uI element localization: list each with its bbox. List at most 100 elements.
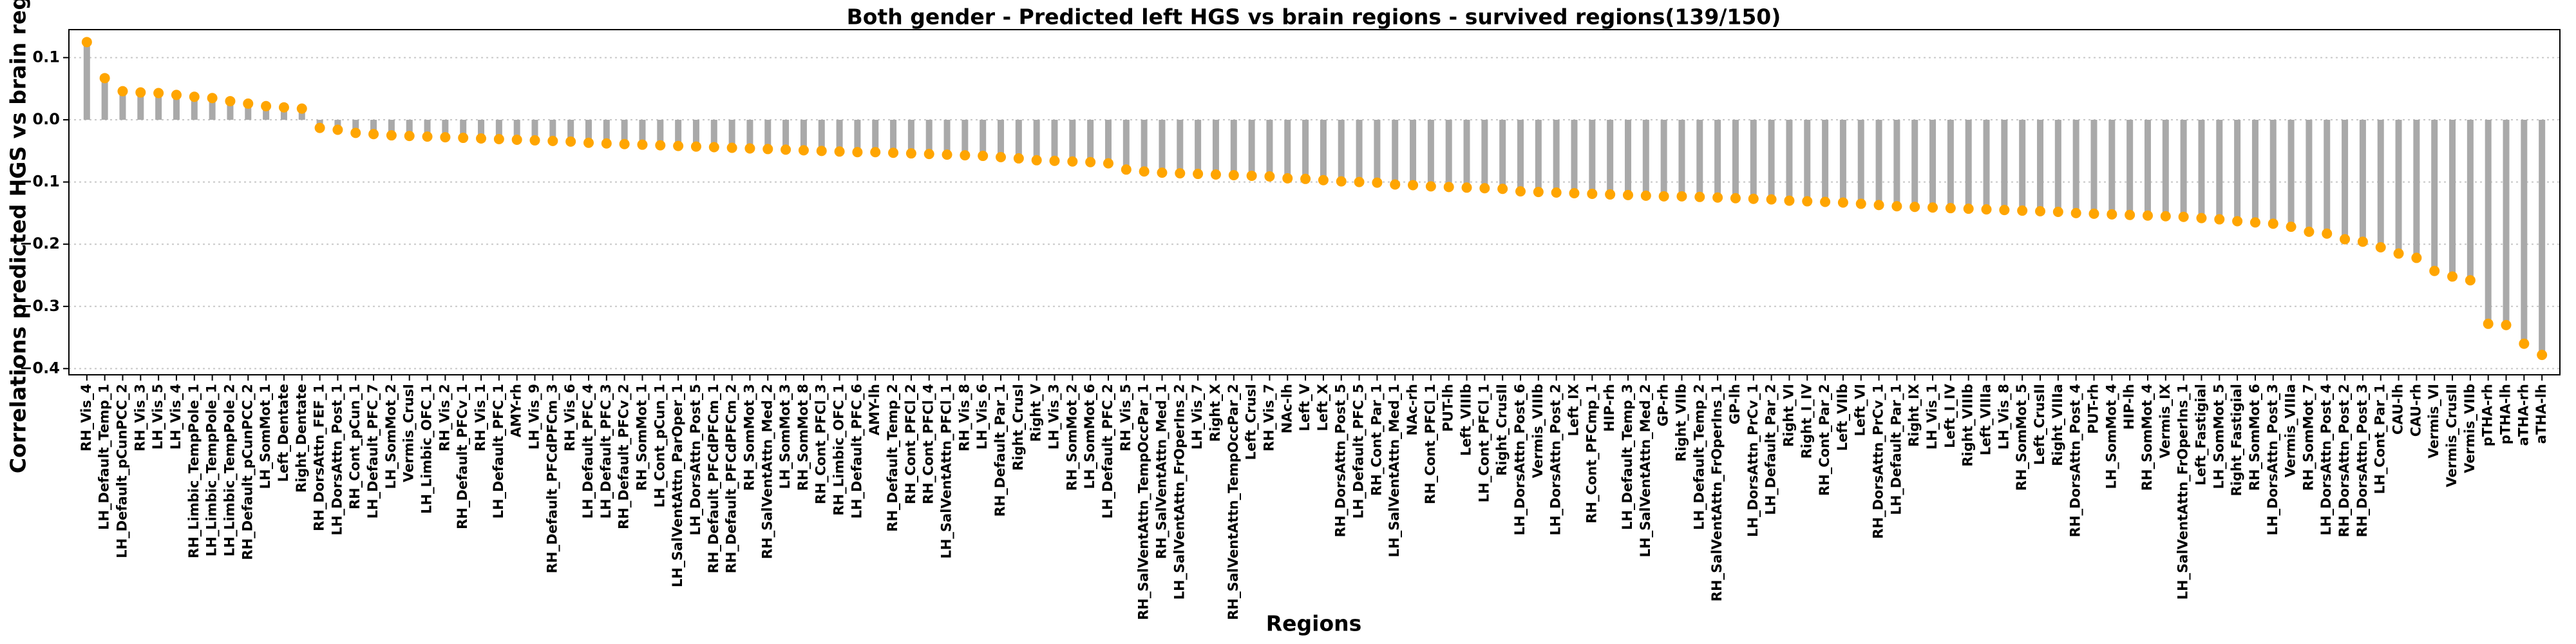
x-tick-label: LH_Vis_7 xyxy=(1189,384,1205,450)
dot xyxy=(852,147,863,158)
dot xyxy=(117,86,128,97)
dot xyxy=(996,151,1007,162)
x-tick-label: LH_DorsAttn_Post_4 xyxy=(2318,384,2334,535)
dot xyxy=(278,102,289,113)
dot xyxy=(708,142,719,153)
dot xyxy=(1193,169,1204,180)
dot xyxy=(1390,179,1401,190)
dot xyxy=(2357,236,2368,247)
dot xyxy=(1425,181,1436,192)
dot xyxy=(1264,171,1275,182)
dot xyxy=(1479,183,1490,194)
x-tick-label: LH_Default_PFC_2 xyxy=(1100,384,1115,518)
dot xyxy=(81,37,92,48)
x-tick-label: Right_Dentate xyxy=(294,384,309,493)
x-tick-label: LH_Default_PFC_6 xyxy=(849,384,864,518)
x-tick-label: pTHA-lh xyxy=(2498,384,2514,444)
dot xyxy=(1372,177,1383,188)
dot xyxy=(1515,186,1526,197)
x-tick-label: LH_Default_PFC_1 xyxy=(491,384,506,518)
x-tick-label: Vermis_IX xyxy=(2157,384,2173,459)
dot xyxy=(798,145,809,156)
dot xyxy=(2268,218,2278,229)
x-tick-label: LH_DorsAttn_Post_6 xyxy=(1512,384,1528,535)
x-tick-label: RH_Vis_5 xyxy=(1118,384,1133,451)
dot xyxy=(332,124,343,135)
dot xyxy=(1013,153,1024,164)
x-tick-label: Right_CrusI xyxy=(1010,384,1026,471)
dot xyxy=(493,133,504,144)
x-tick-label: RH_Vis_7 xyxy=(1261,384,1276,451)
dot xyxy=(314,122,325,133)
dot xyxy=(2107,209,2117,220)
x-tick-label: AMY-rh xyxy=(509,384,524,437)
x-tick-label: LH_SalVentAttn_Med_1 xyxy=(1387,384,1402,557)
dot xyxy=(673,140,684,151)
x-tick-label: RH_Default_Temp_2 xyxy=(885,384,900,532)
y-axis-label: Correlations predicted HGS vs brain regi… xyxy=(6,0,31,473)
dot xyxy=(1855,198,1866,209)
dot xyxy=(1103,158,1113,169)
x-tick-label: RH_DorsAttn_Post_4 xyxy=(2068,384,2083,537)
x-tick-label: LH_Vis_9 xyxy=(527,384,542,450)
x-tick-label: Vermis_VIIIb xyxy=(1530,384,1546,478)
dot xyxy=(690,141,701,152)
x-tick-label: RH_Default_PFCdPFCm_3 xyxy=(544,384,560,573)
dot xyxy=(404,131,415,142)
dot xyxy=(1658,191,1669,202)
dot xyxy=(1228,169,1239,180)
x-tick-label: LH_DorsAttn_Post_5 xyxy=(688,384,703,535)
x-tick-label: Right_VIIIa xyxy=(2050,384,2065,466)
x-tick-label: Left_Fastigial xyxy=(2193,384,2208,486)
x-tick-label: LH_Default_Par_2 xyxy=(1763,384,1779,515)
x-tick-label: RH_SomMot_4 xyxy=(2139,384,2155,491)
dot xyxy=(2465,275,2476,286)
dot xyxy=(1408,180,1419,191)
x-tick-label: HIP-rh xyxy=(1602,384,1617,431)
dot xyxy=(1031,155,1042,166)
y-tick-label: −0.4 xyxy=(19,359,60,377)
x-tick-label: RH_SomMot_6 xyxy=(2247,384,2262,491)
x-tick-label: RH_DorsAttn_PrCv_1 xyxy=(1871,384,1886,539)
x-tick-label: RH_Cont_PFCl_1 xyxy=(1423,384,1438,504)
x-tick-label: RH_Default_pCunPCC_2 xyxy=(240,384,255,560)
x-tick-label: Right_VIIIb xyxy=(1960,384,1976,467)
x-tick-label: LH_SomMot_1 xyxy=(258,384,273,489)
x-tick-label: Right_VI xyxy=(1781,384,1796,447)
dot xyxy=(1605,189,1616,200)
x-tick-label: LH_Limbic_OFC_1 xyxy=(419,384,435,514)
x-tick-label: RH_SalVentAttn_FrOperIns_1 xyxy=(1709,384,1725,601)
x-tick-label: LH_Vis_8 xyxy=(1996,384,2011,450)
x-tick-label: LH_Default_Temp_2 xyxy=(1691,384,1707,530)
dot xyxy=(565,136,576,147)
dot xyxy=(1300,173,1311,184)
dot xyxy=(1139,166,1150,177)
dot xyxy=(1891,201,1902,212)
dot xyxy=(2196,213,2207,223)
x-tick-label: LH_Vis_3 xyxy=(1046,384,1062,450)
dot xyxy=(225,96,236,107)
dot xyxy=(1587,188,1598,199)
dot xyxy=(261,100,272,111)
x-tick-label: Vermis_VI xyxy=(2426,384,2441,459)
y-tick-label: −0.1 xyxy=(19,173,60,191)
x-tick-label: Left_VIIIa xyxy=(1978,384,1994,455)
dot xyxy=(1282,173,1293,184)
x-tick-label: Left_I_IV xyxy=(1942,383,1958,448)
dot xyxy=(870,147,881,158)
x-tick-label: LH_Default_Temp_1 xyxy=(97,384,112,530)
dot xyxy=(1336,176,1347,187)
x-tick-label: RH_Cont_Par_1 xyxy=(1368,384,1384,496)
x-tick-label: LH_Vis_1 xyxy=(1924,384,1940,450)
x-tick-label: RH_Vis_4 xyxy=(79,384,94,451)
x-tick-label: LH_SalVentAttn_Med_2 xyxy=(1638,384,1653,557)
x-tick-label: LH_DorsAttn_Post_1 xyxy=(329,384,345,535)
x-tick-label: LH_DorsAttn_Post_3 xyxy=(2265,384,2280,535)
x-tick-label: LH_Default_pCunPCC_2 xyxy=(114,384,129,558)
dot xyxy=(2178,211,2189,222)
x-tick-label: Right_X xyxy=(1208,384,1223,442)
dot xyxy=(440,132,451,143)
y-tick-label: −0.2 xyxy=(19,234,60,252)
dot xyxy=(1497,184,1508,194)
x-tick-label: RH_Vis_3 xyxy=(132,384,147,451)
